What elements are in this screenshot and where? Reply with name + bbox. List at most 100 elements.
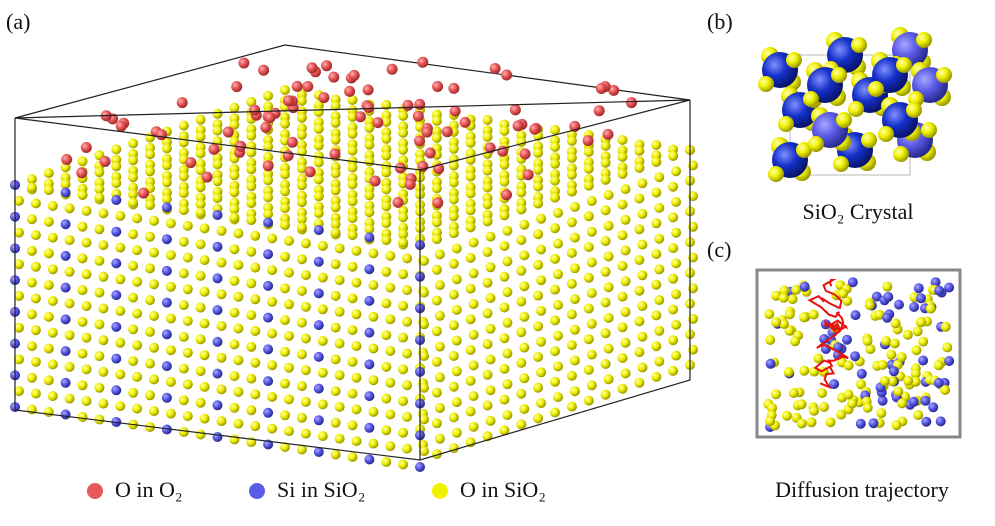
atom [313,351,324,362]
atom [583,180,594,191]
atom [499,394,510,405]
atom [43,407,54,417]
atom [229,119,240,130]
atom [313,256,324,267]
atom [364,122,375,133]
atom [60,314,71,325]
atom [128,155,139,166]
atom [586,380,597,391]
atom [81,332,92,343]
atom [26,277,37,288]
atom [788,388,799,398]
atom [250,326,261,336]
atom [212,210,223,220]
atom [771,317,782,328]
atom [654,233,665,244]
atom [586,196,597,206]
atom [161,361,172,372]
atom [448,320,459,331]
atom [381,133,392,144]
atom [868,418,879,429]
atom [60,250,71,261]
atom [583,364,594,375]
atom [485,293,496,303]
atom [280,378,290,389]
atom [603,190,614,200]
atom [195,302,206,313]
atom [654,202,665,213]
atom [81,269,92,280]
atom [364,156,375,167]
atom [199,381,210,392]
atom [468,237,479,248]
atom [14,291,24,301]
atom [634,162,645,173]
atom [402,285,413,296]
atom-structure [10,56,698,472]
atom [935,416,946,427]
atom [431,132,442,143]
atom [451,274,462,285]
atom [263,90,274,101]
atom [944,282,955,293]
atom [536,305,547,316]
atom [465,345,476,355]
atom [431,418,442,429]
atom [519,311,530,322]
atom [836,409,847,420]
atom [451,397,462,408]
atom [465,375,476,386]
atom [330,290,341,301]
atom [595,83,607,94]
atom [499,363,510,374]
atom [566,370,577,381]
atom [246,246,257,257]
atom [313,157,324,168]
atom [850,310,861,321]
atom [161,234,172,245]
atom [30,293,41,304]
atom [128,172,139,183]
atom [195,239,206,250]
atom [364,327,375,338]
atom [402,411,413,422]
atom [296,95,307,106]
atom [385,282,396,293]
atom [654,356,665,367]
atom [178,427,189,437]
atom [250,230,261,241]
atom [398,364,409,375]
atom [448,258,459,269]
atom [347,325,358,336]
atom [199,286,210,297]
atom [831,67,847,83]
atom [14,354,24,365]
atom [212,432,223,442]
atom [781,410,792,421]
atom [115,306,126,316]
atom [128,197,139,208]
atom [877,395,888,406]
atom [61,154,73,165]
atom [161,143,172,154]
atom [296,381,307,392]
atom [896,57,912,73]
atom [313,320,324,331]
atom [519,281,530,292]
atom [381,218,392,229]
atom [499,425,510,436]
atom [296,129,307,140]
atom [434,341,445,352]
atom [313,106,324,117]
atom [284,426,294,437]
atom [364,359,375,370]
atom [651,279,662,290]
atom [182,411,193,422]
atom [918,355,929,366]
atom [77,253,88,264]
atom [161,177,172,188]
atom [509,104,521,116]
atom [566,217,577,228]
atom [216,225,227,236]
atom [161,265,172,276]
